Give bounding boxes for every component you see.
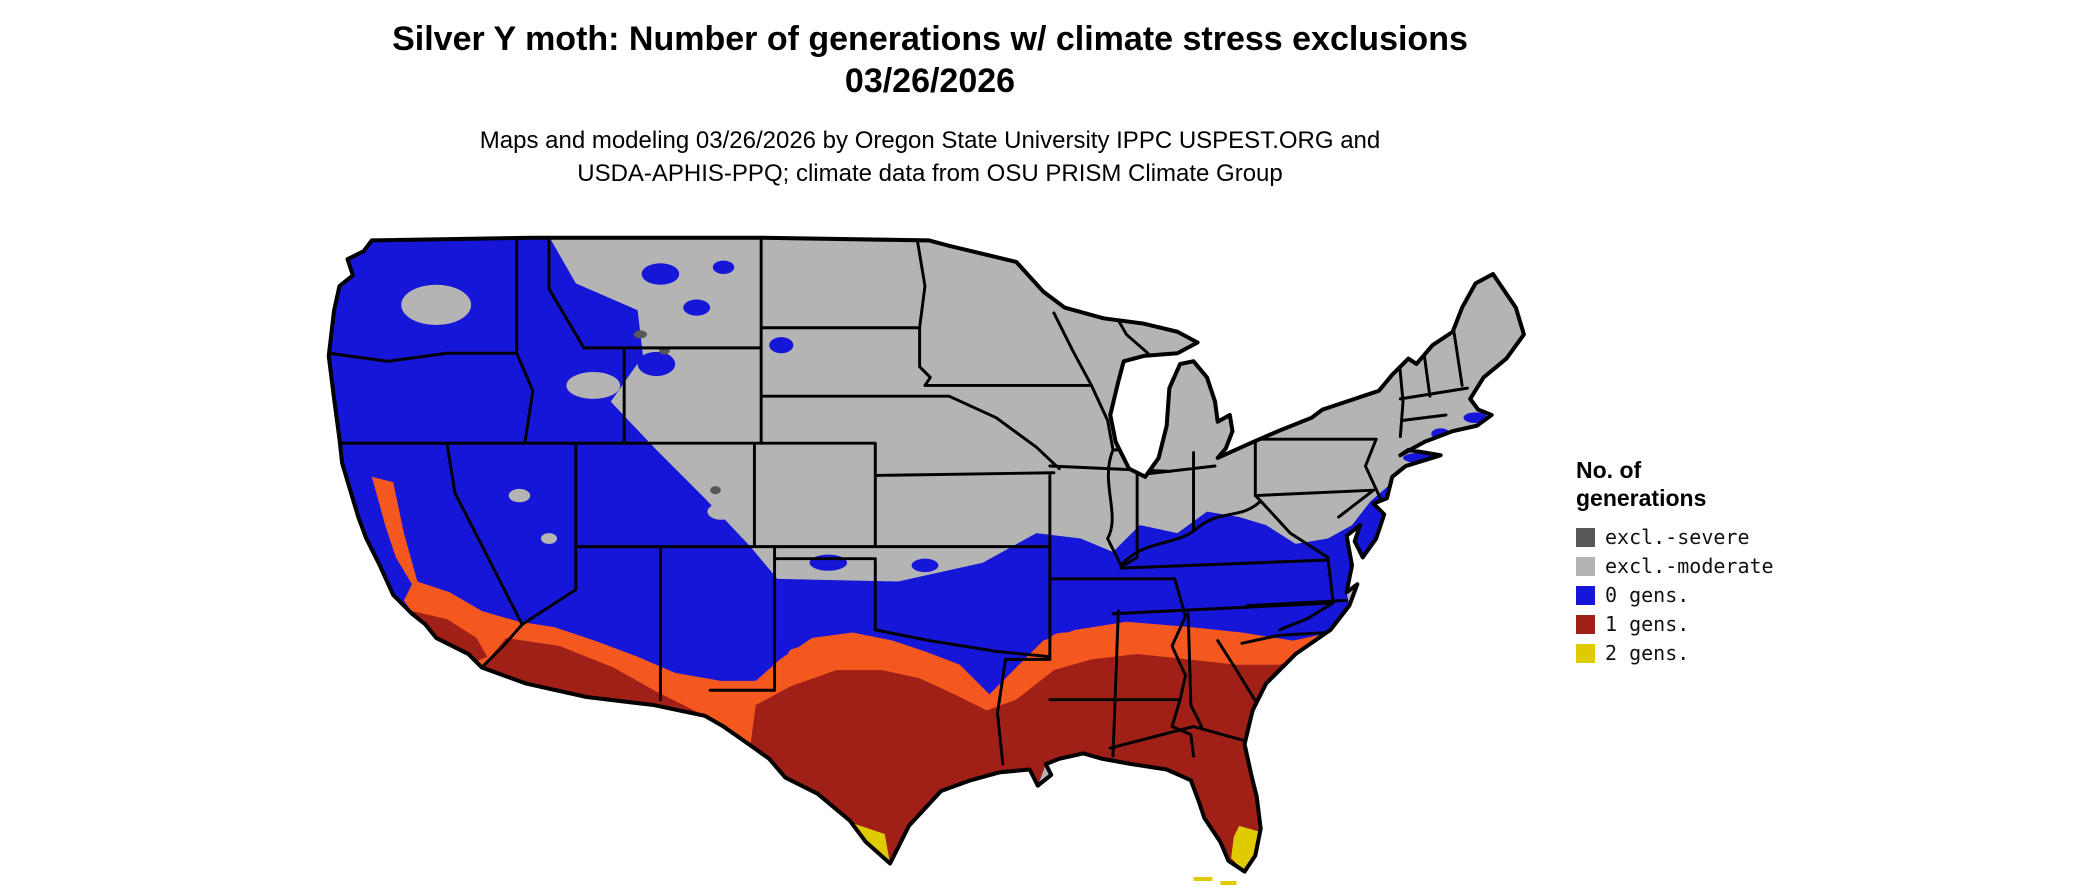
page-title: Silver Y moth: Number of generations w/ … [392,20,1468,58]
subtitle-line-1: Maps and modeling 03/26/2026 by Oregon S… [479,127,1381,154]
map-header: Silver Y moth: Number of generations w/ … [0,18,1860,190]
legend-items: excl.-severe excl.-moderate 0 gens. 1 gens.… [1576,526,1774,664]
page-title-date: 03/26/2026 [844,62,1016,100]
subtitle-line-2: USDA-APHIS-PPQ; climate data from OSU PR… [577,160,1283,187]
us-generations-map [318,226,1540,886]
legend-swatch [1576,643,1595,663]
us-map-svg [326,235,1526,885]
region-1-gens [412,611,1331,872]
map-subtitle: Maps and modeling 03/26/2026 by Oregon S… [0,124,1860,190]
legend-item-label: 1 gens. [1605,612,1690,636]
region-excl-moderate-patches [401,284,735,544]
legend-title-line-1: No. of [1576,457,1642,483]
legend-item: 1 gens. [1576,613,1774,635]
region-2-gens-florida [1231,825,1261,872]
legend-item: 2 gens. [1576,642,1774,664]
legend-item-label: excl.-severe [1605,525,1750,549]
region-2-gens [852,823,1261,872]
legend-title: No. of generations [1576,456,1774,512]
legend-item-label: 2 gens. [1605,641,1690,665]
legend-swatch [1576,614,1595,634]
legend-title-line-2: generations [1576,485,1707,511]
map-legend: No. of generations excl.-severe excl.-mod… [1576,456,1774,664]
legend-item: excl.-moderate [1576,555,1774,577]
legend-item-label: excl.-moderate [1605,554,1774,578]
legend-swatch [1576,556,1595,576]
legend-swatch [1576,585,1595,605]
region-transition-speckles [788,624,1269,680]
region-2-gens-keys [1193,876,1237,885]
legend-item-label: 0 gens. [1605,583,1690,607]
legend-swatch [1576,527,1595,547]
legend-item: excl.-severe [1576,526,1774,548]
us-outline [326,235,1526,874]
legend-item: 0 gens. [1576,584,1774,606]
